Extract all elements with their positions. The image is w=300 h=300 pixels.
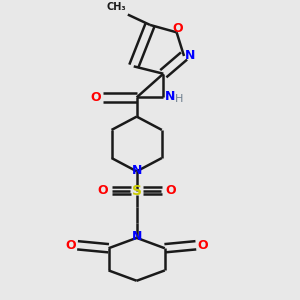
Text: N: N: [185, 50, 195, 62]
Text: O: O: [165, 184, 176, 197]
Text: CH₃: CH₃: [107, 2, 126, 12]
Text: N: N: [165, 90, 175, 103]
Text: O: O: [66, 239, 76, 252]
Text: O: O: [197, 239, 208, 252]
Text: H: H: [175, 94, 184, 104]
Text: O: O: [91, 91, 101, 104]
Text: O: O: [98, 184, 108, 197]
Text: S: S: [132, 184, 142, 198]
Text: N: N: [131, 230, 142, 243]
Text: N: N: [131, 164, 142, 177]
Text: O: O: [173, 22, 183, 35]
